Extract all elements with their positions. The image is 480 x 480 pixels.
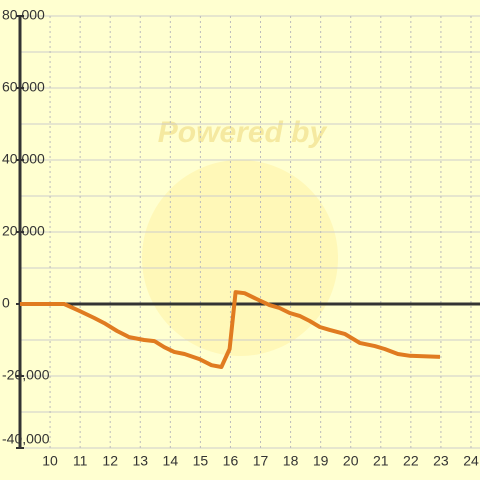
- x-tick-label: 19: [313, 453, 329, 469]
- y-tick-label: 40,000: [2, 151, 45, 167]
- x-tick-label: 18: [283, 453, 299, 469]
- x-tick-label: 15: [193, 453, 209, 469]
- x-tick-label: 22: [403, 453, 419, 469]
- y-tick-label: 0: [2, 295, 10, 311]
- x-tick-label: 17: [253, 453, 269, 469]
- x-tick-label: 13: [132, 453, 148, 469]
- y-tick-label: -40,000: [2, 431, 50, 447]
- x-tick-label: 24: [463, 453, 479, 469]
- y-tick-label: 60,000: [2, 79, 45, 95]
- watermark: Powered by: [158, 116, 328, 149]
- x-tick-label: 12: [102, 453, 118, 469]
- x-tick-label: 23: [433, 453, 449, 469]
- y-tick-label: 20,000: [2, 223, 45, 239]
- x-tick-label: 14: [163, 453, 179, 469]
- x-tick-label: 16: [223, 453, 239, 469]
- watermark-logo: [142, 160, 338, 356]
- x-tick-label: 21: [373, 453, 389, 469]
- x-tick-label: 20: [343, 453, 359, 469]
- x-tick-label: 11: [73, 453, 88, 469]
- y-tick-label: 80,000: [2, 7, 45, 23]
- line: [20, 290, 441, 369]
- y-tick-label: -20,000: [2, 367, 50, 383]
- x-tick-label: 10: [42, 453, 58, 469]
